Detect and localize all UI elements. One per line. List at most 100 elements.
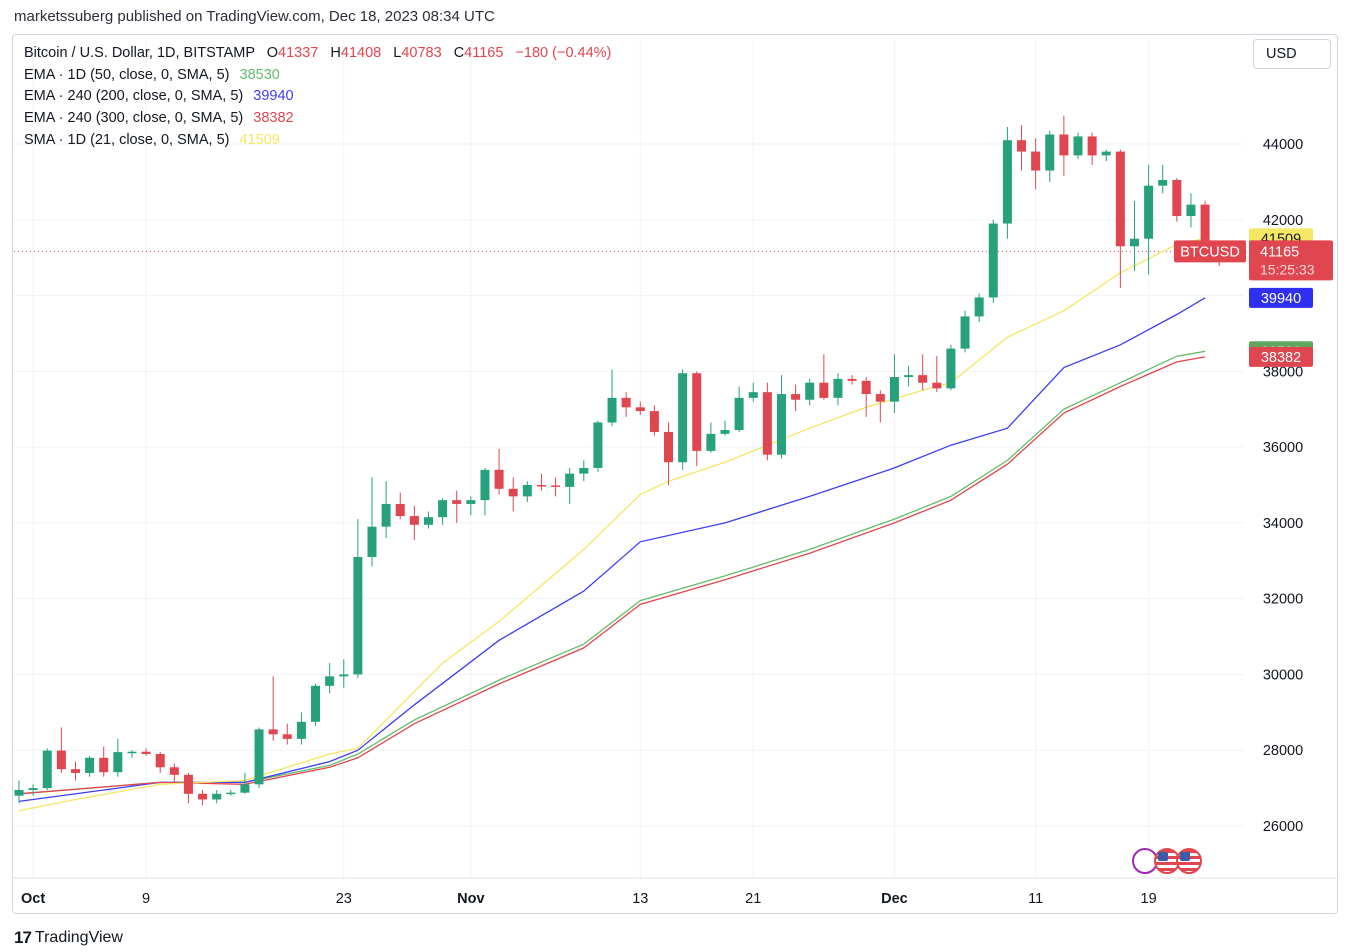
candle-body xyxy=(1129,238,1139,247)
candle xyxy=(565,467,575,504)
ma-line-ema300 xyxy=(18,356,1206,795)
candle xyxy=(960,310,970,353)
legend-indicator-sma21[interactable]: SMA · 1D (21, close, 0, SMA, 5) 41509 xyxy=(24,130,611,152)
candle-body xyxy=(480,469,490,501)
price-tick-label: 38000 xyxy=(1263,364,1303,380)
symbol-tag: BTCUSD xyxy=(1180,244,1240,260)
candle-body xyxy=(692,373,702,451)
legend-low-label: L xyxy=(393,45,402,61)
time-tick-label: Nov xyxy=(457,891,484,907)
candle xyxy=(664,422,674,485)
candle xyxy=(607,369,617,427)
grid-lines xyxy=(14,40,1244,878)
countdown-tag: 15:25:33 xyxy=(1260,261,1315,277)
candle xyxy=(268,676,278,741)
ema300-price-tag: 38382 xyxy=(1261,350,1301,366)
candle-body xyxy=(748,392,758,398)
candle xyxy=(1087,132,1097,165)
candle-body xyxy=(861,380,871,395)
candle-body xyxy=(805,382,815,400)
legend-close-value: 41165 xyxy=(464,45,504,61)
candle xyxy=(198,790,208,806)
candle-body xyxy=(296,721,306,739)
candle xyxy=(169,763,179,783)
candle xyxy=(367,477,377,567)
candle-body xyxy=(847,378,857,381)
candle xyxy=(692,371,702,467)
candle-body xyxy=(282,734,292,739)
candle-body xyxy=(664,431,674,463)
legend-change: −180 (−0.44%) xyxy=(515,45,612,61)
candle-body xyxy=(607,397,617,423)
candle-body xyxy=(1186,204,1196,216)
candle xyxy=(1045,130,1055,182)
candle-body xyxy=(522,485,532,497)
indicator-label: SMA · 1D (21, close, 0, SMA, 5) xyxy=(24,131,230,148)
time-tick-label: 19 xyxy=(1141,891,1157,907)
candle xyxy=(1186,193,1196,228)
candle xyxy=(28,784,38,796)
time-tick-label: 11 xyxy=(1028,891,1043,907)
candle xyxy=(635,401,645,415)
us-flag-icon[interactable] xyxy=(1176,848,1202,874)
currency-button[interactable]: USD xyxy=(1253,39,1331,69)
legend-indicator-ema300[interactable]: EMA · 240 (300, close, 0, SMA, 5) 38382 xyxy=(24,108,611,130)
candle-body xyxy=(1045,134,1055,171)
candle xyxy=(127,750,137,758)
candle-body xyxy=(113,752,123,773)
candle-body xyxy=(438,500,448,518)
candle xyxy=(1158,164,1168,194)
candle xyxy=(466,496,476,516)
legend-open-label: O xyxy=(266,45,279,61)
candle xyxy=(226,790,236,796)
time-tick-label: 23 xyxy=(336,891,352,907)
tradingview-logo[interactable]: 17 TradingView xyxy=(14,928,123,948)
candle-body xyxy=(833,378,843,398)
ema200-price-tag-bg xyxy=(1249,287,1313,308)
candle xyxy=(494,449,504,495)
candle xyxy=(1031,138,1041,190)
candle xyxy=(551,477,561,497)
candle xyxy=(805,378,815,406)
candle xyxy=(42,748,52,791)
candle-body xyxy=(762,392,772,455)
candle-body xyxy=(423,517,433,525)
candle-body xyxy=(70,769,80,773)
candle-body xyxy=(974,297,984,317)
candle xyxy=(720,420,730,436)
candle-body xyxy=(183,774,193,794)
candle xyxy=(1002,126,1012,239)
candle xyxy=(282,723,292,745)
candle xyxy=(678,369,688,470)
candle xyxy=(183,772,193,804)
ma-line-sma21 xyxy=(18,237,1206,812)
candle xyxy=(113,738,123,777)
candle-body xyxy=(1087,136,1097,156)
chart-legend: Bitcoin / U.S. Dollar, 1D, BITSTAMP O413… xyxy=(24,43,611,152)
candle-body xyxy=(791,394,801,400)
indicator-value: 38382 xyxy=(253,110,294,127)
candle xyxy=(649,405,659,436)
candle-body xyxy=(932,382,942,389)
legend-indicator-ema50[interactable]: EMA · 1D (50, close, 0, SMA, 5) 38530 xyxy=(24,65,611,87)
candle-body xyxy=(1144,185,1154,239)
candle xyxy=(14,780,24,804)
candle-body xyxy=(127,751,137,754)
legend-indicator-ema200[interactable]: EMA · 240 (200, close, 0, SMA, 5) 39940 xyxy=(24,86,611,108)
candle-body xyxy=(141,751,151,755)
candle-body xyxy=(706,433,716,451)
legend-symbol: Bitcoin / U.S. Dollar, 1D, BITSTAMP xyxy=(24,45,255,61)
candle-body xyxy=(875,394,885,402)
time-tick-label: Oct xyxy=(21,891,45,907)
candle-body xyxy=(85,757,95,773)
time-tick-label: 21 xyxy=(745,891,761,907)
legend-low-value: 40783 xyxy=(401,45,442,61)
candle xyxy=(621,392,631,417)
economic-events[interactable] xyxy=(1132,848,1202,874)
candle-body xyxy=(1073,136,1083,156)
candle-body xyxy=(734,397,744,431)
candle xyxy=(1129,200,1139,271)
candle-body xyxy=(494,469,504,489)
candle xyxy=(946,344,956,391)
